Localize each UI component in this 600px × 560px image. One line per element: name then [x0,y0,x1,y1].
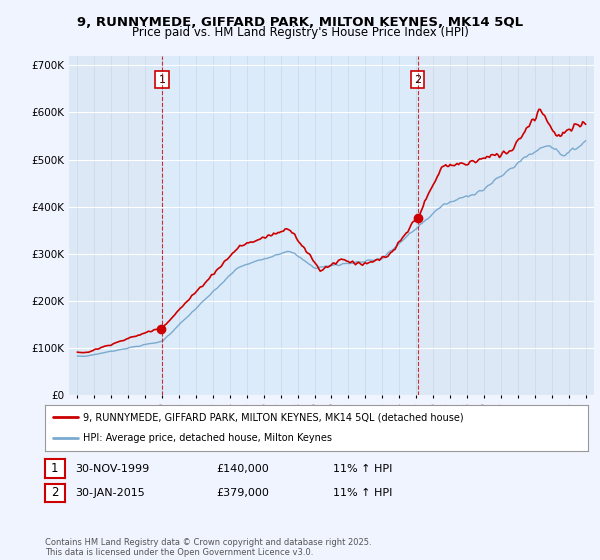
Text: 2: 2 [414,74,421,85]
Text: Contains HM Land Registry data © Crown copyright and database right 2025.
This d: Contains HM Land Registry data © Crown c… [45,538,371,557]
Text: 1: 1 [158,74,166,85]
Text: 9, RUNNYMEDE, GIFFARD PARK, MILTON KEYNES, MK14 5QL: 9, RUNNYMEDE, GIFFARD PARK, MILTON KEYNE… [77,16,523,29]
Text: 30-JAN-2015: 30-JAN-2015 [75,488,145,498]
Text: 9, RUNNYMEDE, GIFFARD PARK, MILTON KEYNES, MK14 5QL (detached house): 9, RUNNYMEDE, GIFFARD PARK, MILTON KEYNE… [83,412,464,422]
Text: £140,000: £140,000 [216,464,269,474]
Text: HPI: Average price, detached house, Milton Keynes: HPI: Average price, detached house, Milt… [83,433,332,444]
Text: Price paid vs. HM Land Registry's House Price Index (HPI): Price paid vs. HM Land Registry's House … [131,26,469,39]
Text: 11% ↑ HPI: 11% ↑ HPI [333,464,392,474]
Text: 1: 1 [51,462,59,475]
Text: 2: 2 [51,486,59,500]
Text: £379,000: £379,000 [216,488,269,498]
Bar [162,56,418,395]
Text: 11% ↑ HPI: 11% ↑ HPI [333,488,392,498]
Text: 30-NOV-1999: 30-NOV-1999 [75,464,149,474]
